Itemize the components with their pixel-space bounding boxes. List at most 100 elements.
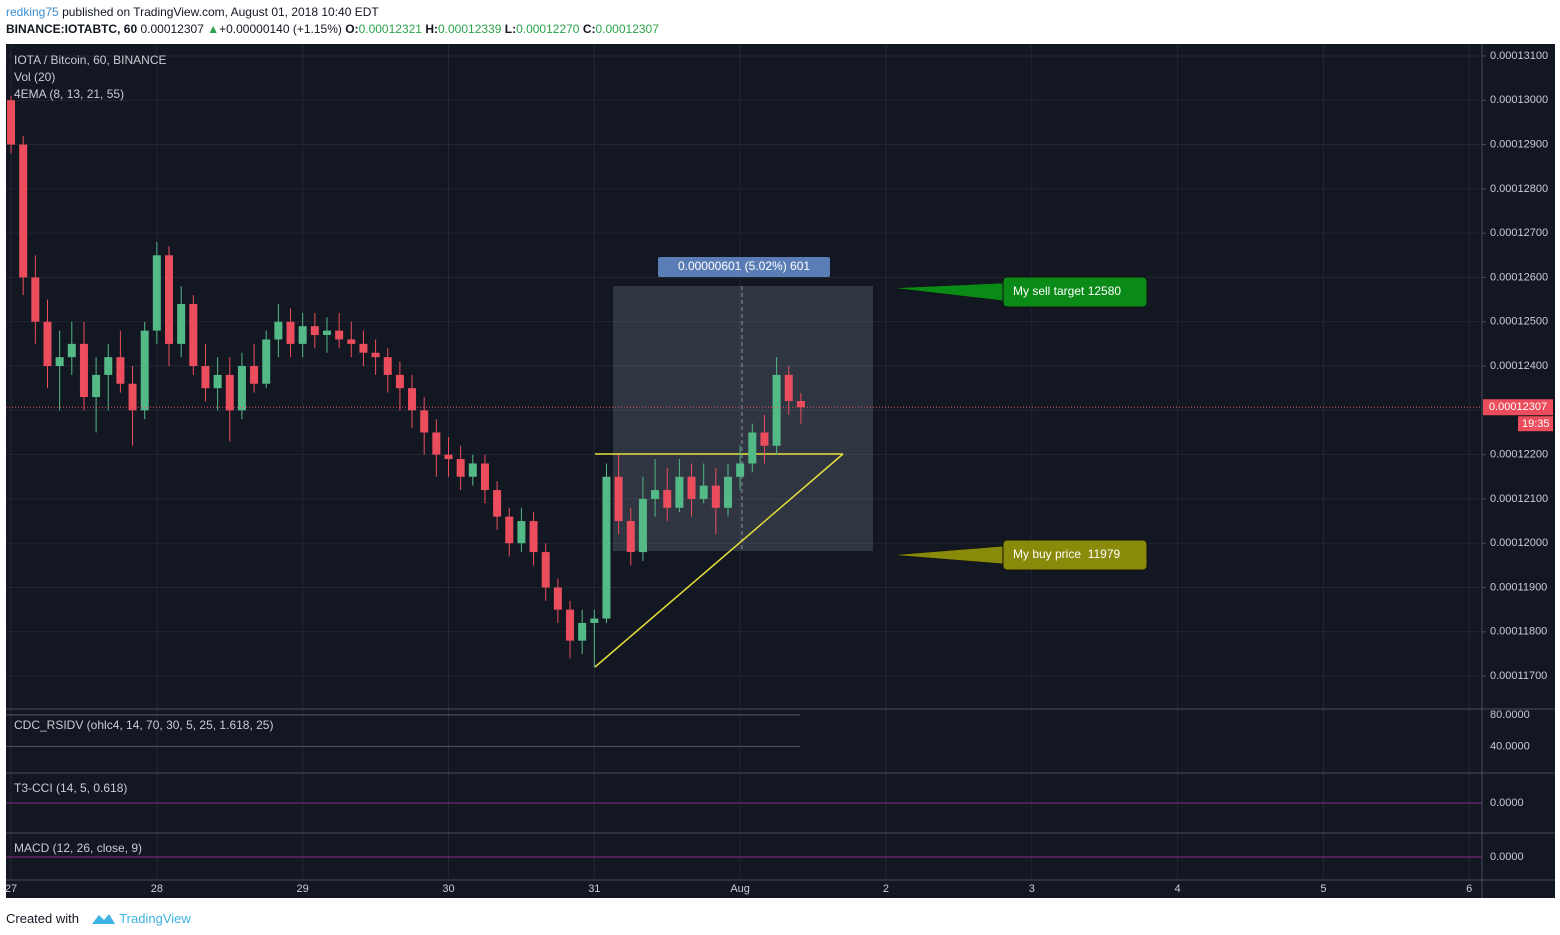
candle-body (383, 357, 392, 375)
x-tick-label: 5 (1320, 883, 1326, 895)
candle-body (699, 485, 708, 499)
callout-box (1002, 539, 1148, 571)
measure-label-bg (658, 257, 830, 277)
x-tick-label: 28 (151, 883, 163, 895)
candle-body (772, 374, 781, 446)
candle-body (237, 366, 246, 411)
candle-body (687, 476, 696, 499)
y-tick-label: 0.00012000 (1490, 537, 1548, 549)
y-tick-label: 0.00012900 (1490, 138, 1548, 150)
created-with: Created with (6, 911, 79, 926)
ohlc-key: H: (425, 22, 438, 36)
candle-body (748, 432, 757, 464)
y-tick-label: 0.00012500 (1490, 316, 1548, 328)
candle-body (395, 374, 404, 389)
y-tick-label: 0.00012800 (1490, 183, 1548, 195)
candle-body (347, 339, 356, 344)
y-tick-label: 0.00012400 (1490, 360, 1548, 372)
indicator-tick-label: 0.0000 (1490, 797, 1524, 809)
candle-body (31, 277, 40, 322)
legend-entry: IOTA / Bitcoin, 60, BINANCE (14, 53, 167, 67)
candle-body (614, 476, 623, 522)
measure-label: 0.00000601 (5.02%) 601 (678, 259, 810, 273)
ohlc-value: 0.00012307 (595, 22, 659, 36)
change: +0.00000140 (+1.15%) (219, 22, 342, 36)
indicator-title: MACD (12, 26, close, 9) (14, 841, 142, 855)
callout-box (1002, 276, 1148, 308)
ohlc-key: L: (504, 22, 517, 36)
candle-body (468, 463, 477, 477)
indicator-tick-label: 40.0000 (1490, 740, 1530, 752)
candle-body (420, 410, 429, 433)
candle-body (493, 490, 502, 517)
candle-body (723, 476, 732, 508)
y-tick-label: 0.00012700 (1490, 227, 1548, 239)
candle-body (505, 516, 514, 544)
x-tick-label: 27 (5, 883, 17, 895)
candle-body (19, 144, 28, 278)
candle-body (177, 304, 186, 344)
candle-body (335, 330, 344, 340)
brand: TradingView (119, 911, 191, 926)
ohlc-key: C: (582, 22, 596, 36)
candle-body (711, 485, 720, 508)
candle-body (553, 587, 562, 610)
candle-body (92, 374, 101, 398)
footer: Created with TradingView (6, 909, 191, 926)
y-tick-label: 0.00012600 (1490, 271, 1548, 283)
candle-body (590, 618, 599, 623)
candle-body (651, 490, 660, 499)
header: redking75 published on TradingView.com, … (6, 4, 659, 38)
candle-body (225, 374, 234, 411)
measure-box (613, 286, 873, 551)
indicator-title: CDC_RSIDV (ohlc4, 14, 70, 30, 5, 25, 1.6… (14, 718, 273, 732)
candle-body (286, 321, 295, 344)
last: 0.00012307 (140, 22, 204, 36)
countdown: 19:35 (1522, 418, 1550, 430)
candle-body (408, 388, 417, 411)
y-tick-label: 0.00013000 (1490, 94, 1548, 106)
logo (91, 914, 115, 924)
candle-body (760, 432, 769, 446)
chart-background (6, 44, 1555, 898)
x-tick-label: 4 (1175, 883, 1181, 895)
candle-body (675, 476, 684, 508)
candle-body (359, 343, 368, 353)
candle-body (626, 521, 635, 553)
y-tick-label: 0.00013100 (1490, 50, 1548, 62)
candle-body (480, 463, 489, 491)
symbol: BINANCE:IOTABTC, 60 (6, 22, 138, 36)
price-tag-bg (1483, 399, 1553, 416)
x-tick-label: 29 (297, 883, 309, 895)
callout-text: My sell target 12580 (1013, 284, 1121, 298)
candle-body (213, 374, 222, 389)
indicator-tick-label: 80.0000 (1490, 709, 1530, 721)
candle-body (43, 321, 52, 367)
candle-body (638, 498, 647, 553)
candle-body (165, 255, 174, 344)
candle-body (7, 100, 16, 145)
candle-body (55, 357, 64, 367)
countdown-bg (1518, 416, 1553, 432)
ohlc-value: 0.00012339 (437, 22, 502, 36)
published: published on TradingView.com, August 01,… (62, 5, 379, 19)
candle-body (262, 339, 271, 384)
candle-body (541, 552, 550, 588)
arrow: ▲ (207, 22, 220, 36)
candle-body (371, 352, 380, 358)
candle-body (432, 432, 441, 455)
candle-body (298, 326, 307, 344)
x-tick-label: Aug (730, 883, 750, 895)
y-tick-label: 0.00011800 (1490, 626, 1547, 638)
candle-body (274, 321, 283, 340)
candle-body (602, 476, 611, 619)
y-tick-label: 0.00011900 (1490, 581, 1547, 593)
indicator-tick-label: 0.0000 (1490, 851, 1524, 863)
x-tick-label: 6 (1466, 883, 1472, 895)
x-tick-label: 3 (1029, 883, 1035, 895)
ohlc-value: 0.00012270 (516, 22, 580, 36)
candle-body (444, 454, 453, 460)
x-tick-label: 31 (588, 883, 600, 895)
